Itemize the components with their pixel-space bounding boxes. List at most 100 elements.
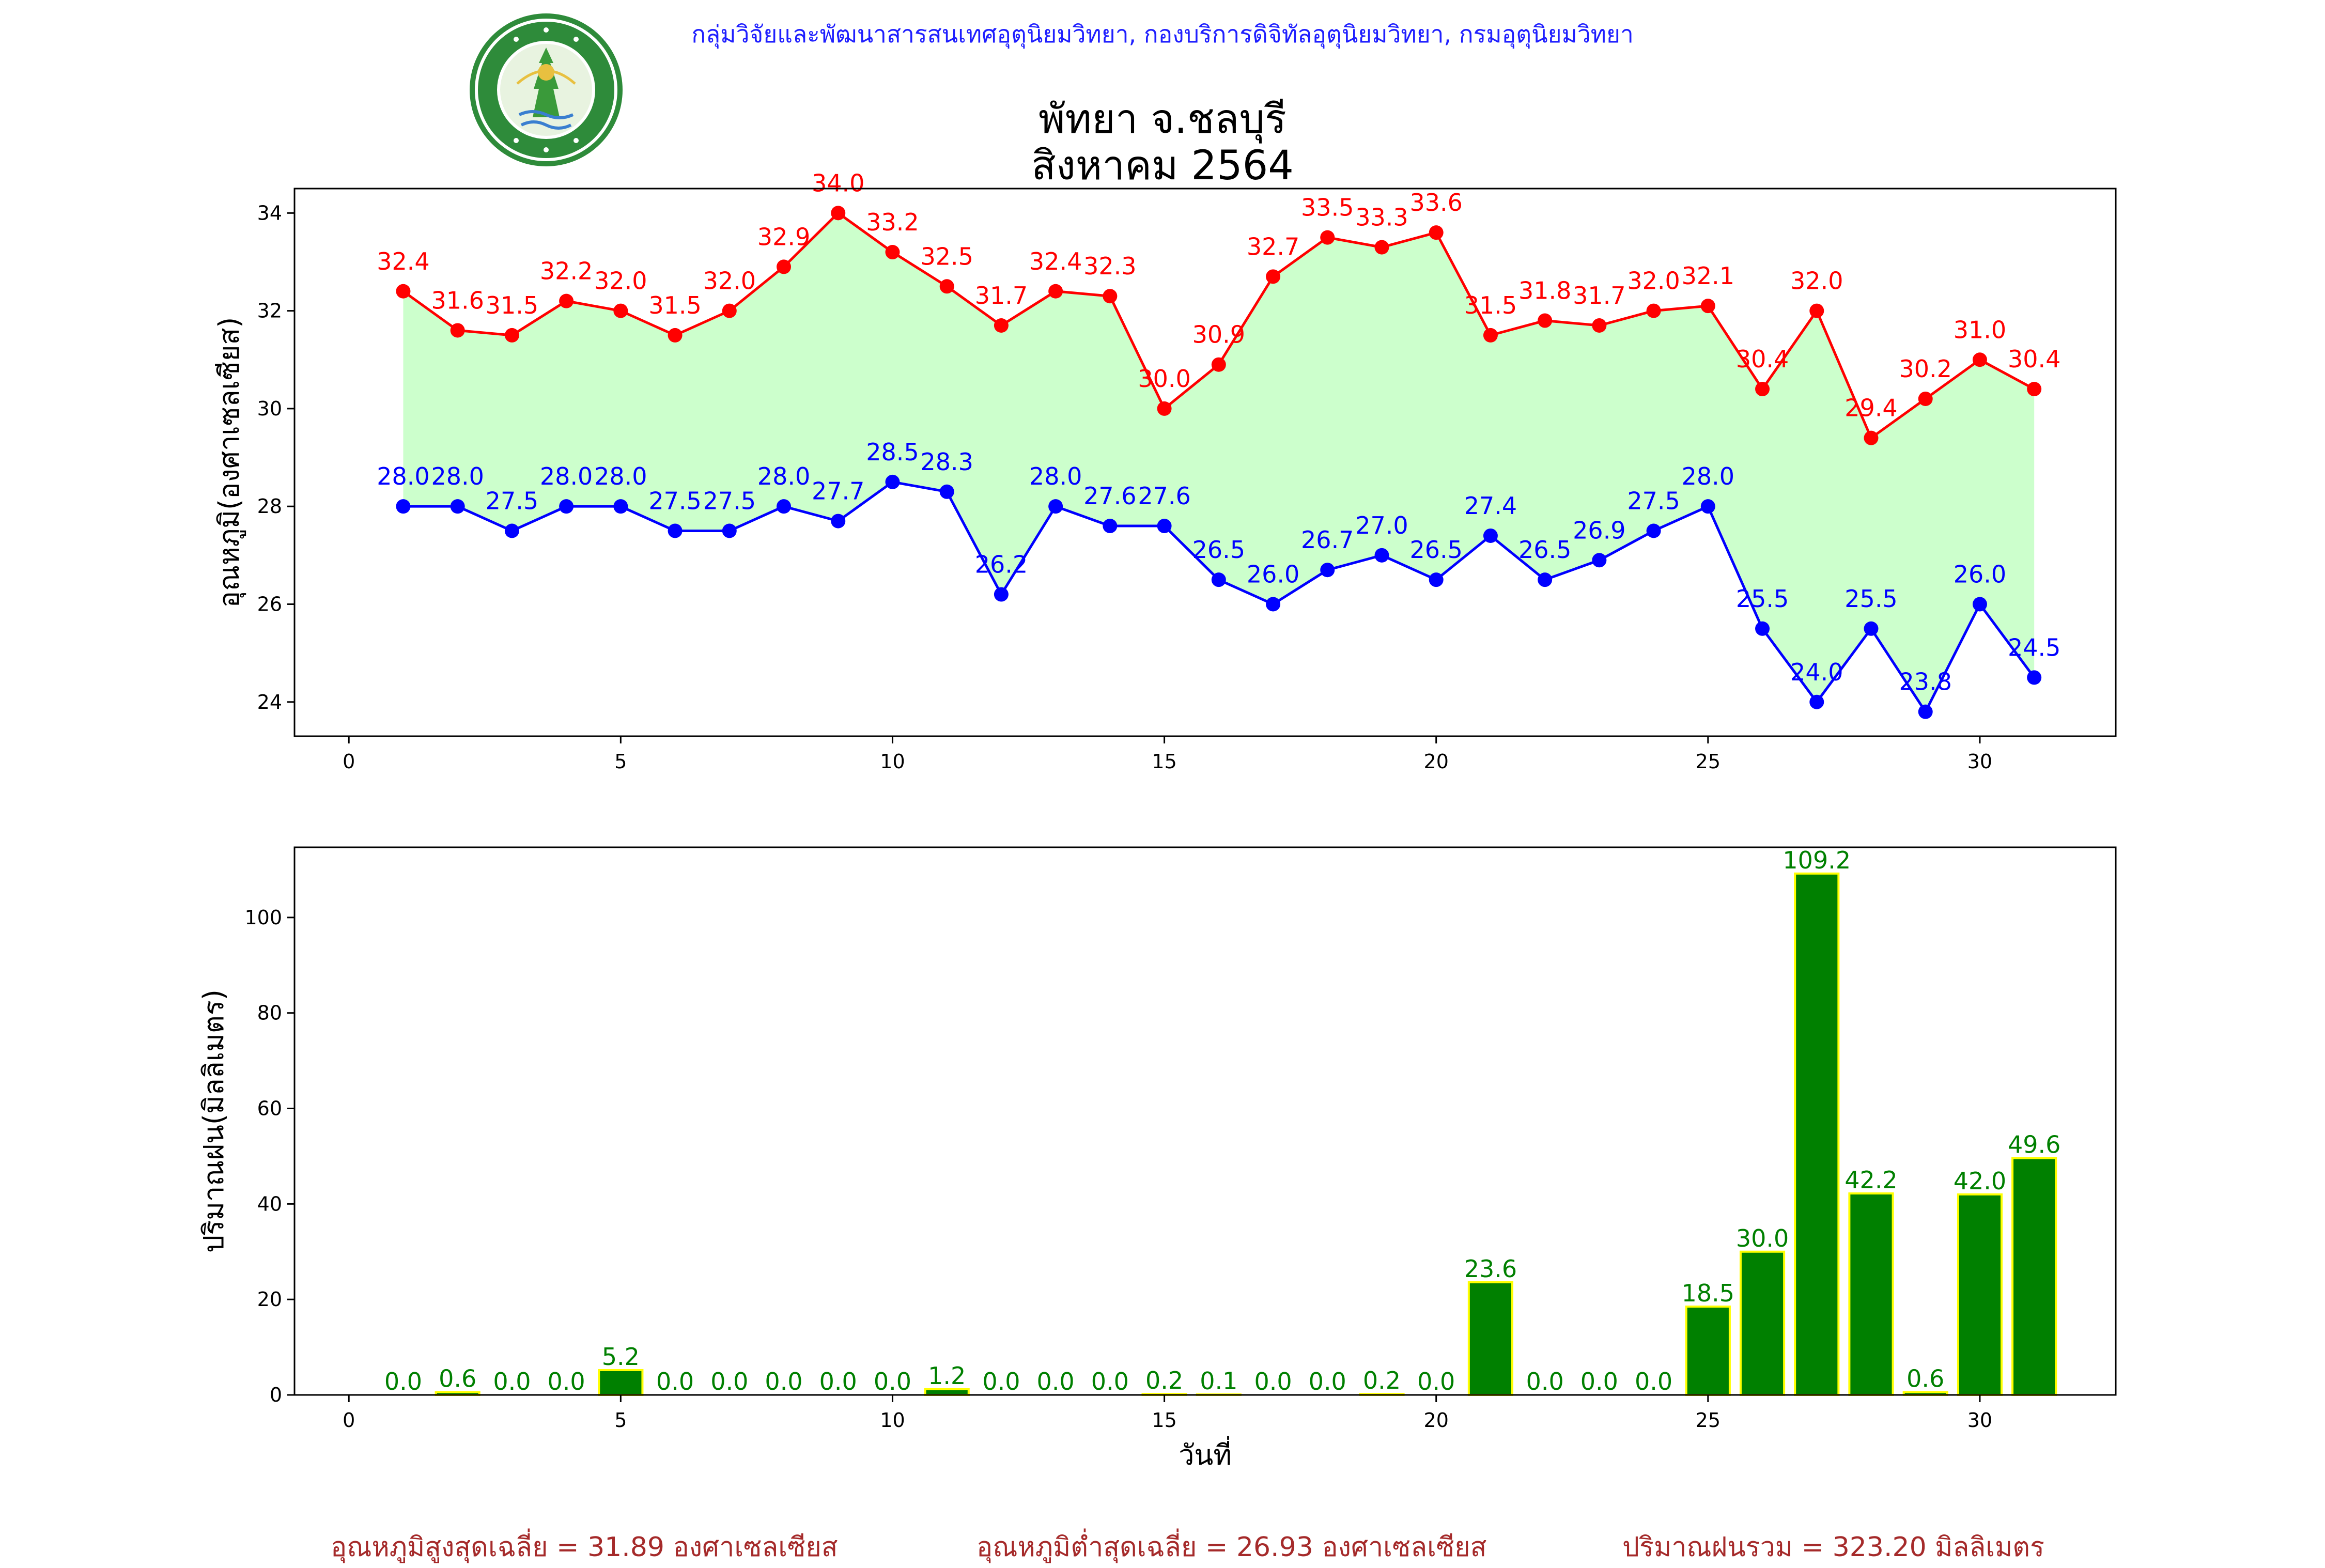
- max-temperature-point: [885, 245, 900, 260]
- max-temperature-point: [1103, 289, 1118, 304]
- rainfall-label: 49.6: [2008, 1131, 2060, 1159]
- chart-title-month: สิงหาคม 2564: [1031, 143, 1294, 189]
- min-temperature-label: 28.0: [1682, 462, 1734, 490]
- min-temperature-label: 23.8: [1899, 668, 1952, 696]
- temperature-y-tick-label: 24: [257, 691, 282, 713]
- max-temperature-label: 31.0: [1954, 316, 2006, 344]
- max-temperature-label: 32.0: [1627, 267, 1680, 295]
- rainfall-label: 0.0: [493, 1368, 531, 1395]
- max-temperature-label: 33.2: [866, 208, 919, 236]
- rainfall-label: 5.2: [602, 1343, 640, 1371]
- min-temperature-point: [1048, 499, 1063, 514]
- min-temperature-label: 27.0: [1355, 511, 1408, 539]
- min-temperature-point: [668, 523, 683, 538]
- min-temperature-label: 26.5: [1518, 536, 1571, 564]
- min-temperature-point: [2027, 670, 2042, 685]
- rainfall-x-tick-label: 30: [1967, 1409, 1992, 1432]
- max-temperature-label: 29.4: [1845, 394, 1897, 422]
- max-temperature-label: 32.0: [703, 267, 756, 295]
- min-temperature-label: 26.5: [1192, 536, 1245, 564]
- min-temperature-point: [1972, 597, 1987, 612]
- rainfall-label: 0.0: [548, 1368, 585, 1395]
- max-temperature-point: [1592, 318, 1607, 333]
- rainfall-label: 0.0: [710, 1368, 748, 1395]
- max-temperature-point: [1320, 230, 1335, 245]
- min-temperature-label: 25.5: [1736, 585, 1789, 613]
- min-temperature-point: [450, 499, 465, 514]
- min-temperature-point: [1646, 523, 1661, 538]
- rainfall-y-tick-label: 0: [270, 1384, 282, 1406]
- min-temperature-point: [1918, 704, 1933, 719]
- rainfall-bar: [1739, 1250, 1786, 1396]
- max-temperature-point: [1157, 401, 1172, 416]
- rainfall-x-tick-label: 20: [1424, 1409, 1449, 1432]
- rainfall-bar: [1467, 1281, 1514, 1396]
- max-temperature-label: 32.4: [377, 247, 429, 275]
- min-temperature-point: [613, 499, 628, 514]
- rainfall-bar: [1848, 1192, 1894, 1396]
- min-temperature-point: [939, 484, 954, 499]
- min-temperature-point: [1483, 528, 1498, 543]
- min-temperature-point: [994, 587, 1009, 602]
- max-temperature-point: [831, 206, 846, 221]
- max-temperature-label: 31.5: [648, 291, 701, 319]
- min-temperature-point: [559, 499, 574, 514]
- rainfall-bar: [1794, 872, 1840, 1396]
- min-temperature-label: 27.5: [486, 487, 538, 515]
- rainfall-x-tick-label: 15: [1152, 1409, 1176, 1432]
- rainfall-plot-frame: [293, 846, 2117, 1396]
- max-temperature-point: [668, 328, 683, 343]
- min-temperature-label: 27.6: [1083, 482, 1136, 510]
- temperature-x-tick-label: 30: [1967, 750, 1992, 773]
- rainfall-label: 0.0: [982, 1368, 1020, 1395]
- max-temperature-label: 32.7: [1247, 232, 1299, 260]
- max-temperature-label: 34.0: [812, 169, 864, 197]
- rainfall-y-tick-label: 80: [257, 1002, 282, 1024]
- rainfall-label: 0.6: [1907, 1364, 1944, 1392]
- min-temperature-label: 28.0: [1029, 462, 1082, 490]
- max-temperature-point: [1755, 382, 1770, 397]
- max-temperature-point: [1211, 357, 1226, 372]
- rainfall-label: 18.5: [1682, 1279, 1734, 1307]
- max-temperature-label: 30.4: [1736, 345, 1789, 373]
- total-rainfall: ปริมาณฝนรวม = 323.20 มิลลิเมตร: [1622, 1532, 2044, 1563]
- rainfall-bar: [924, 1388, 970, 1396]
- min-temperature-point: [396, 499, 411, 514]
- rainfall-label: 0.1: [1200, 1367, 1237, 1395]
- rainfall-label: 0.0: [874, 1368, 911, 1395]
- max-temperature-label: 31.5: [1464, 291, 1517, 319]
- temperature-chart: 32.431.6 31.532.2 32.031.532.032.934.033.2…: [213, 169, 2117, 773]
- rainfall-x-tick-label: 5: [614, 1409, 627, 1432]
- min-temperature-point: [885, 474, 900, 489]
- min-temperature-label: 27.4: [1464, 492, 1517, 520]
- temperature-x-tick-label: 25: [1696, 750, 1721, 773]
- min-temperature-point: [1538, 572, 1553, 587]
- max-temperature-point: [1483, 328, 1498, 343]
- rainfall-bar: [1957, 1193, 2003, 1396]
- max-temperature-label: 31.6: [431, 286, 484, 314]
- min-temperature-label: 28.0: [540, 462, 593, 490]
- max-temperature-point: [1429, 225, 1444, 240]
- rainfall-bar: [1685, 1306, 1731, 1396]
- rainfall-label: 30.0: [1736, 1224, 1789, 1252]
- temperature-x-tick-label: 10: [880, 750, 905, 773]
- max-temperature-label: 32.3: [1083, 252, 1136, 280]
- min-temperature-label: 27.6: [1138, 482, 1190, 510]
- min-temperature-point: [1157, 519, 1172, 534]
- rainfall-y-tick-label: 40: [257, 1192, 282, 1215]
- min-temperature-label: 28.0: [594, 462, 647, 490]
- min-temperature-label: 26.2: [975, 551, 1028, 579]
- temperature-x-tick-label: 5: [614, 750, 627, 773]
- max-temperature-label: 33.5: [1301, 194, 1354, 222]
- min-temperature-label: 26.9: [1573, 516, 1625, 544]
- min-temperature-label: 28.5: [866, 438, 919, 466]
- min-temperature-point: [1103, 519, 1118, 534]
- max-temperature-point: [2027, 382, 2042, 397]
- max-temperature-point: [1048, 284, 1063, 299]
- max-temperature-point: [1864, 430, 1879, 445]
- temperature-x-tick-label: 15: [1152, 750, 1176, 773]
- max-temperature-label: 31.8: [1518, 277, 1571, 305]
- min-temperature-label: 27.5: [1627, 487, 1680, 515]
- min-temperature-point: [831, 514, 846, 529]
